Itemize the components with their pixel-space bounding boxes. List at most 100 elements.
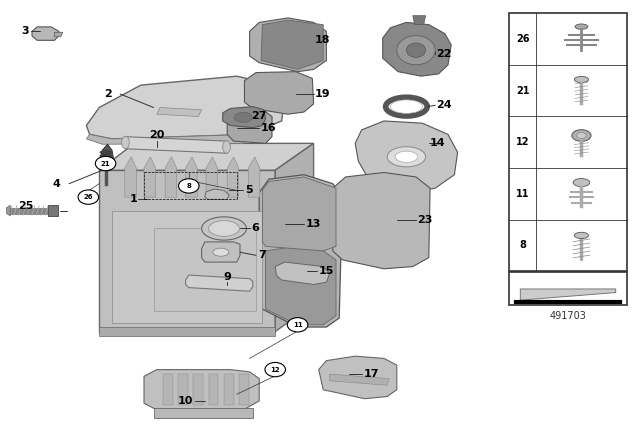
Polygon shape bbox=[244, 72, 314, 114]
Ellipse shape bbox=[387, 147, 426, 167]
Polygon shape bbox=[165, 157, 177, 197]
Ellipse shape bbox=[100, 158, 111, 161]
Text: 14: 14 bbox=[430, 138, 445, 148]
Polygon shape bbox=[123, 137, 229, 153]
Polygon shape bbox=[99, 143, 314, 170]
Circle shape bbox=[265, 362, 285, 377]
Text: 6: 6 bbox=[252, 224, 259, 233]
Polygon shape bbox=[125, 157, 136, 197]
Text: 11: 11 bbox=[516, 189, 530, 199]
Text: 22: 22 bbox=[436, 49, 452, 59]
Ellipse shape bbox=[100, 151, 111, 154]
Text: 11: 11 bbox=[292, 322, 303, 328]
Text: 18: 18 bbox=[315, 35, 330, 45]
Bar bbox=[509, 272, 627, 305]
Polygon shape bbox=[6, 205, 10, 216]
Polygon shape bbox=[154, 408, 253, 418]
Ellipse shape bbox=[202, 217, 246, 240]
Text: 17: 17 bbox=[364, 369, 379, 379]
Polygon shape bbox=[355, 121, 458, 193]
Text: 25: 25 bbox=[18, 201, 33, 211]
Ellipse shape bbox=[406, 43, 426, 57]
Ellipse shape bbox=[100, 161, 111, 165]
Polygon shape bbox=[275, 262, 330, 284]
Polygon shape bbox=[413, 16, 426, 25]
Polygon shape bbox=[205, 189, 229, 199]
Polygon shape bbox=[99, 144, 114, 170]
Circle shape bbox=[95, 156, 116, 171]
Polygon shape bbox=[144, 370, 259, 410]
Polygon shape bbox=[227, 110, 272, 143]
Text: 24: 24 bbox=[436, 100, 452, 110]
Polygon shape bbox=[163, 374, 173, 405]
Text: 491703: 491703 bbox=[550, 311, 586, 321]
Polygon shape bbox=[319, 356, 397, 399]
Text: 20: 20 bbox=[149, 130, 164, 140]
Polygon shape bbox=[259, 175, 342, 327]
Bar bbox=[509, 13, 627, 271]
Polygon shape bbox=[157, 108, 202, 116]
Text: 5: 5 bbox=[245, 185, 253, 195]
Polygon shape bbox=[144, 157, 156, 197]
Polygon shape bbox=[248, 157, 260, 197]
Polygon shape bbox=[224, 374, 234, 405]
Circle shape bbox=[78, 190, 99, 204]
Ellipse shape bbox=[575, 76, 589, 83]
Text: 7: 7 bbox=[258, 250, 266, 260]
Text: 13: 13 bbox=[306, 219, 321, 229]
Polygon shape bbox=[383, 22, 451, 76]
Ellipse shape bbox=[223, 141, 230, 153]
Text: 26: 26 bbox=[84, 194, 93, 200]
Polygon shape bbox=[261, 20, 323, 69]
Polygon shape bbox=[112, 211, 262, 323]
Text: 9: 9 bbox=[223, 272, 231, 282]
Circle shape bbox=[179, 179, 199, 193]
Polygon shape bbox=[275, 143, 314, 332]
Polygon shape bbox=[520, 289, 616, 300]
Polygon shape bbox=[99, 327, 275, 336]
Polygon shape bbox=[202, 242, 240, 262]
Polygon shape bbox=[209, 374, 218, 405]
Text: 8: 8 bbox=[186, 183, 191, 189]
Polygon shape bbox=[206, 157, 218, 197]
Ellipse shape bbox=[212, 248, 229, 256]
Ellipse shape bbox=[397, 36, 435, 65]
Text: 21: 21 bbox=[100, 160, 111, 167]
Ellipse shape bbox=[100, 165, 111, 168]
Polygon shape bbox=[193, 374, 203, 405]
Text: 15: 15 bbox=[319, 266, 334, 276]
Text: 8: 8 bbox=[520, 240, 526, 250]
Text: 1: 1 bbox=[130, 194, 138, 204]
Polygon shape bbox=[48, 205, 58, 216]
Text: 12: 12 bbox=[516, 137, 530, 147]
Ellipse shape bbox=[575, 24, 588, 30]
Text: 2: 2 bbox=[104, 89, 112, 99]
Polygon shape bbox=[333, 172, 430, 269]
Polygon shape bbox=[262, 177, 336, 251]
Polygon shape bbox=[223, 107, 266, 128]
Text: 3: 3 bbox=[21, 26, 29, 36]
Polygon shape bbox=[227, 157, 239, 197]
Polygon shape bbox=[99, 170, 275, 332]
Text: 10: 10 bbox=[178, 396, 193, 406]
Ellipse shape bbox=[575, 233, 589, 239]
Text: 23: 23 bbox=[417, 215, 433, 224]
Text: 26: 26 bbox=[516, 34, 530, 44]
Polygon shape bbox=[250, 18, 326, 72]
Text: 21: 21 bbox=[516, 86, 530, 96]
Polygon shape bbox=[266, 246, 336, 325]
Polygon shape bbox=[86, 134, 250, 144]
Circle shape bbox=[287, 318, 308, 332]
Polygon shape bbox=[239, 374, 249, 405]
Polygon shape bbox=[154, 228, 256, 311]
Ellipse shape bbox=[122, 136, 129, 149]
Ellipse shape bbox=[209, 221, 239, 237]
Text: 16: 16 bbox=[261, 123, 276, 133]
Polygon shape bbox=[330, 374, 389, 385]
Ellipse shape bbox=[572, 130, 591, 142]
Polygon shape bbox=[32, 27, 59, 40]
Text: 12: 12 bbox=[270, 366, 280, 373]
Text: 19: 19 bbox=[315, 89, 330, 99]
Polygon shape bbox=[186, 157, 197, 197]
Text: 4: 4 bbox=[53, 179, 61, 189]
